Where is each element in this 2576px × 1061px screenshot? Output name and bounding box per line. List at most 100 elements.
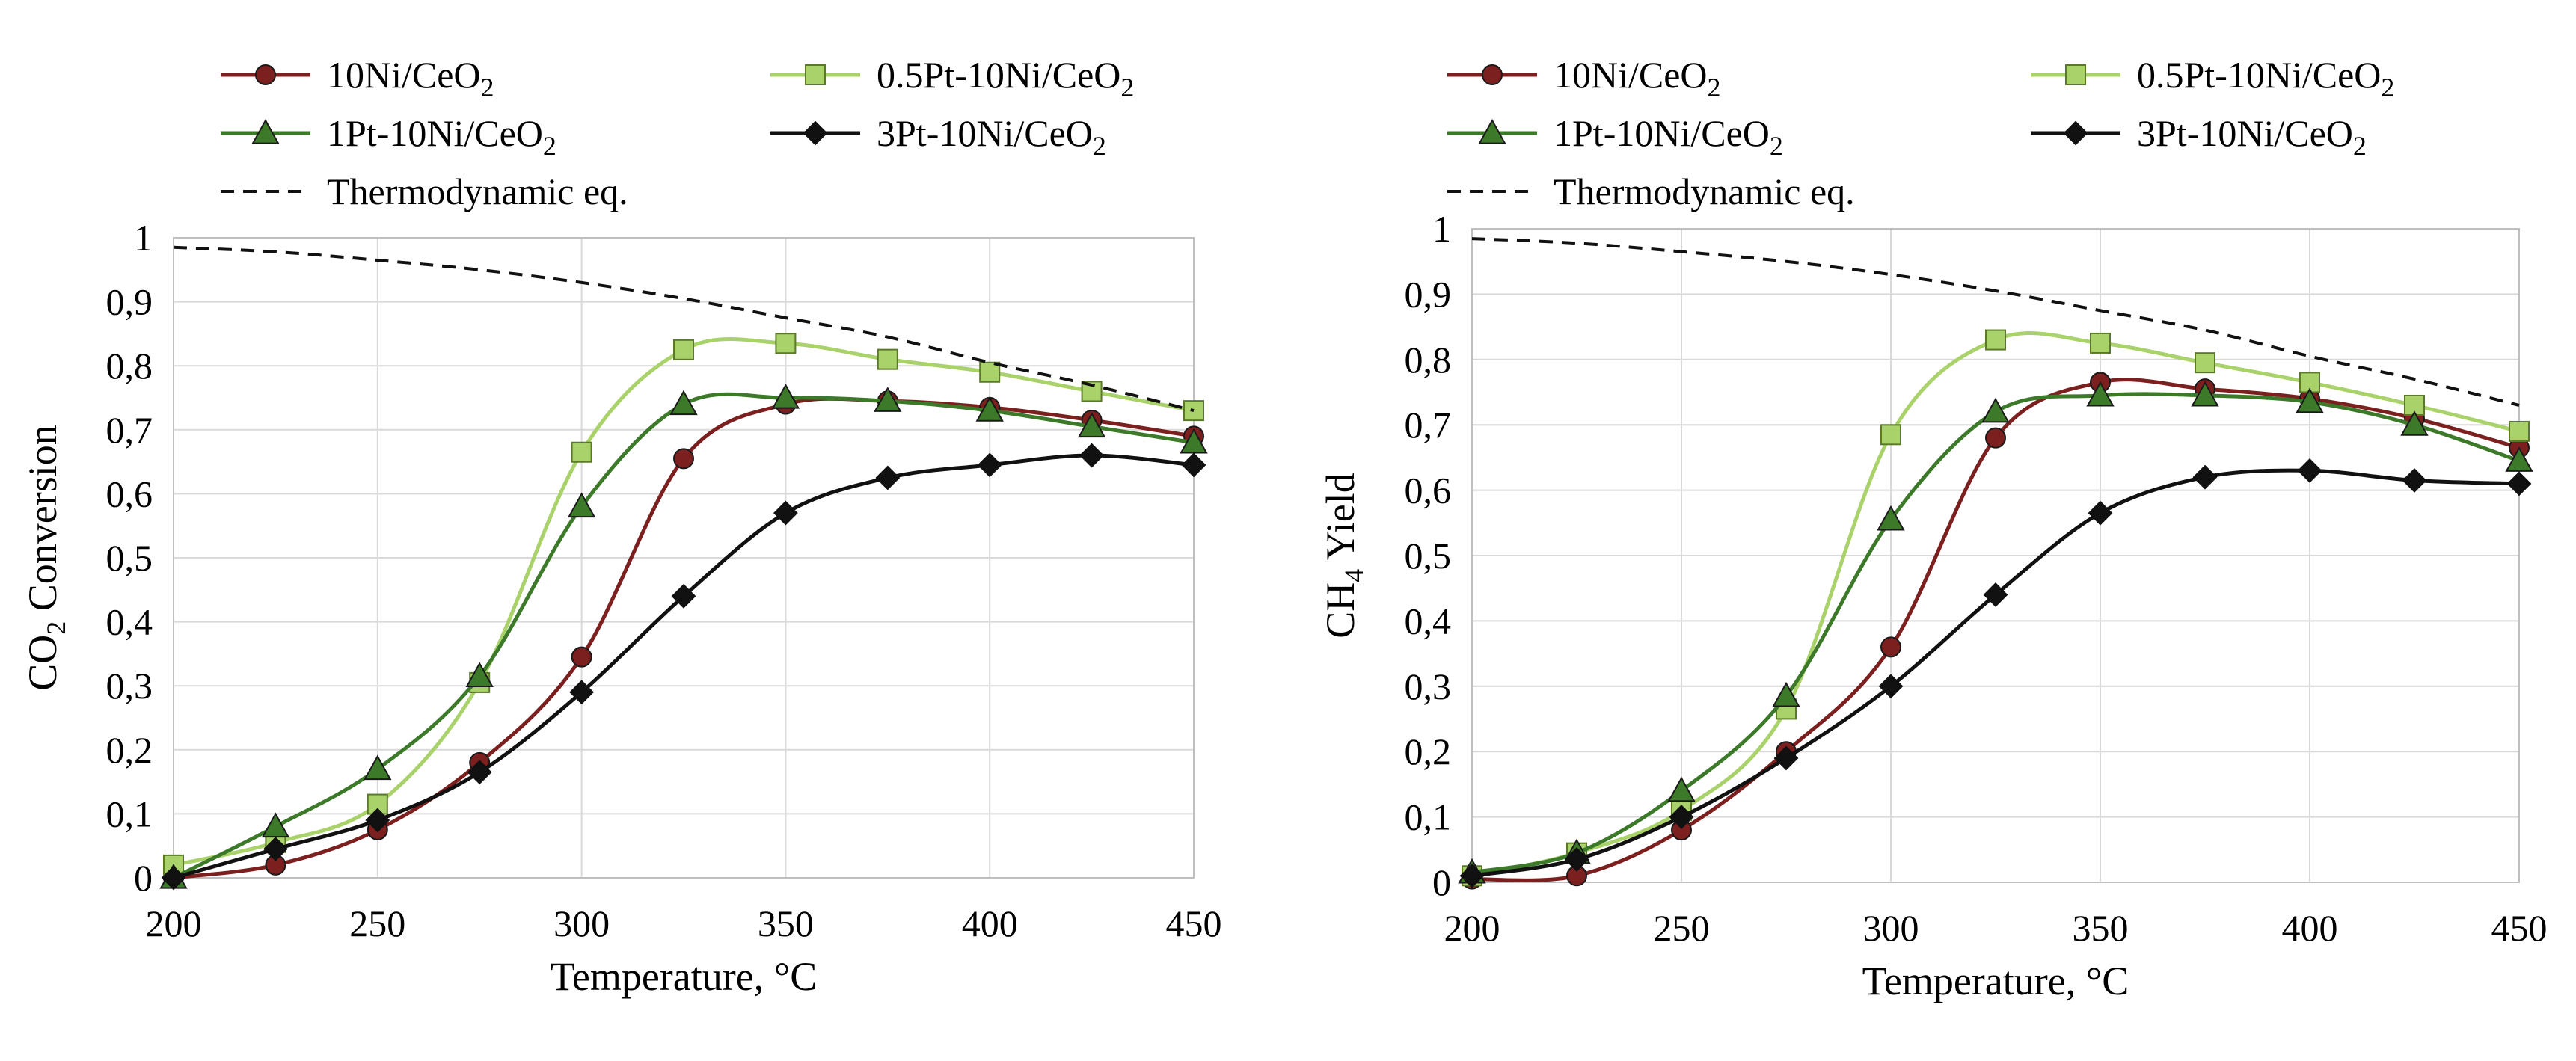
point-pt3-350 [2088, 500, 2113, 526]
series-line-pt05 [1471, 331, 2520, 878]
y-tick-label: 0,4 [106, 601, 153, 643]
svg-text:1Pt-10Ni/CeO2: 1Pt-10Ni/CeO2 [327, 112, 556, 161]
y-tick-label: 0,2 [106, 729, 153, 771]
point-pt05-325 [673, 339, 694, 360]
point-pt3-400 [977, 452, 1002, 478]
x-tick-label: 450 [1166, 902, 1222, 944]
y-tick-label: 0,1 [106, 793, 153, 834]
point-pt3-375 [875, 465, 901, 490]
y-tick-label: 0,3 [1405, 665, 1452, 707]
x-axis-title: Temperature, °C [551, 954, 818, 999]
y-tick-label: 0,3 [106, 665, 153, 707]
x-tick-label: 350 [758, 902, 814, 944]
legend-item-ni: 10Ni/CeO2 [221, 54, 494, 102]
point-pt05-375 [877, 348, 898, 370]
series-line-ni [173, 396, 1195, 880]
point-pt3-275 [1773, 745, 1799, 771]
chart-2: 0 0,1 0,2 0,3 0,4 0,5 0,6 0,7 0,8 0,9 1 200 250 300 35… [1318, 54, 2548, 1003]
x-tick-label: 400 [962, 902, 1018, 944]
y-tick-label: 0,5 [1405, 535, 1452, 576]
x-axis-title: Temperature, °C [1862, 959, 2129, 1003]
y-axis-title: CH4 Yield [1318, 473, 1369, 639]
legend-item-pt3: 3Pt-10Ni/CeO2 [770, 112, 1106, 161]
point-pt1-250 [1667, 776, 1696, 802]
y-tick-label: 1 [1432, 208, 1451, 250]
plot-frame [173, 237, 1195, 879]
point-ni-325 [673, 448, 694, 470]
point-pt1-325 [1981, 397, 2010, 423]
point-pt1-300 [567, 492, 596, 518]
legend-marker [805, 64, 826, 85]
y-tick-label: 0,5 [106, 537, 153, 579]
point-pt1-300 [1877, 505, 1905, 531]
svg-text:3Pt-10Ni/CeO2: 3Pt-10Ni/CeO2 [2137, 112, 2367, 161]
series-line-thermo [173, 245, 1195, 413]
legend-item-pt05: 0.5Pt-10Ni/CeO2 [2031, 54, 2394, 102]
point-pt3-225 [1564, 846, 1589, 872]
point-pt1-400 [975, 396, 1004, 422]
y-tick-label: 1 [134, 217, 153, 259]
point-pt3-425 [1079, 443, 1105, 468]
legend-marker [255, 64, 276, 85]
point-pt1-225 [261, 812, 290, 838]
point-pt1-450 [2505, 446, 2533, 472]
legend-item-pt1: 1Pt-10Ni/CeO2 [221, 112, 556, 161]
point-pt05-375 [2195, 352, 2215, 374]
series-line-pt1 [1471, 392, 2520, 875]
legend-item-thermo: Thermodynamic eq. [221, 170, 628, 212]
svg-text:10Ni/CeO2: 10Ni/CeO2 [327, 54, 494, 102]
x-tick-label: 400 [2282, 907, 2338, 949]
svg-text:Thermodynamic eq.: Thermodynamic eq. [1554, 170, 1855, 212]
point-pt05-400 [2299, 372, 2320, 393]
point-pt05-350 [2090, 332, 2111, 354]
point-pt3-250 [365, 808, 390, 833]
y-axis-title: CO2 Conversion [20, 425, 71, 691]
legend-item-pt05: 0.5Pt-10Ni/CeO2 [770, 54, 1134, 102]
svg-text:1Pt-10Ni/CeO2: 1Pt-10Ni/CeO2 [1554, 112, 1783, 161]
point-pt1-350 [2086, 381, 2115, 407]
point-pt1-425 [2400, 410, 2429, 436]
x-tick-label: 450 [2491, 907, 2548, 949]
legend-marker [803, 120, 828, 146]
point-pt3-300 [1878, 674, 1904, 699]
y-tick-label: 0,7 [106, 409, 153, 451]
point-pt3-225 [263, 837, 288, 861]
point-ni-300 [1880, 636, 1901, 658]
point-pt1-350 [771, 383, 800, 409]
legend-item-thermo: Thermodynamic eq. [1447, 170, 1855, 212]
point-pt05-325 [1985, 329, 2006, 351]
point-pt05-400 [979, 361, 1001, 383]
legend: 10Ni/CeO2 0.5Pt-10Ni/CeO2 1Pt-10Ni/CeO2 3Pt… [1447, 54, 2394, 212]
x-tick-label: 300 [553, 902, 610, 944]
y-tick-label: 0 [134, 857, 153, 899]
point-pt1-425 [1077, 412, 1106, 438]
x-tick-label: 250 [349, 902, 405, 944]
point-pt3-325 [671, 583, 696, 609]
chart-1: 0 0,1 0,2 0,3 0,4 0,5 0,6 0,7 0,8 0,9 1 200 250 300 35… [20, 54, 1222, 999]
point-pt1-375 [874, 387, 902, 412]
legend-item-ni: 10Ni/CeO2 [1447, 54, 1721, 102]
point-pt3-450 [2506, 471, 2532, 496]
point-pt1-400 [2296, 387, 2324, 413]
point-pt1-250 [364, 754, 392, 781]
point-pt05-300 [1880, 424, 1901, 446]
point-pt3-275 [467, 760, 492, 785]
point-pt3-425 [2402, 468, 2427, 493]
svg-text:0.5Pt-10Ni/CeO2: 0.5Pt-10Ni/CeO2 [2137, 54, 2394, 102]
grid [1471, 228, 2520, 883]
point-pt3-250 [1669, 805, 1694, 830]
y-tick-label: 0,6 [1405, 470, 1452, 511]
point-pt05-450 [2509, 420, 2530, 442]
point-pt1-275 [465, 662, 494, 687]
point-pt05-300 [571, 441, 592, 463]
legend-marker [2063, 120, 2088, 146]
y-tick-label: 0,8 [1405, 339, 1452, 381]
legend-item-pt3: 3Pt-10Ni/CeO2 [2031, 112, 2367, 161]
svg-text:3Pt-10Ni/CeO2: 3Pt-10Ni/CeO2 [877, 112, 1106, 161]
point-ni-300 [571, 646, 592, 668]
x-tick-label: 300 [1863, 907, 1919, 949]
series-group [1458, 237, 2533, 890]
svg-text:Thermodynamic eq.: Thermodynamic eq. [327, 170, 628, 212]
y-tick-label: 0,7 [1405, 404, 1452, 446]
